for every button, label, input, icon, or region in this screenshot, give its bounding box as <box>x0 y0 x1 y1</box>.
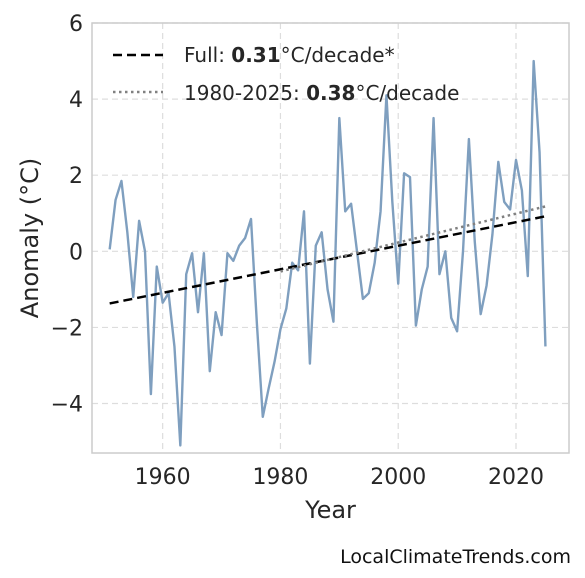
legend: Full: 0.31°C/decade* 1980-2025: 0.38°C/d… <box>113 43 459 105</box>
tick-labels: 1960 1980 2000 2020 −4 −2 0 2 4 6 <box>51 12 544 490</box>
y-tick-label: −2 <box>51 316 83 341</box>
plot-frame <box>91 22 570 454</box>
y-tick-label: 2 <box>69 164 83 189</box>
series-layer <box>108 59 547 447</box>
legend-label-full: Full: 0.31°C/decade* <box>184 43 395 67</box>
plot-background <box>92 23 569 453</box>
x-tick-label: 1960 <box>135 465 191 490</box>
y-tick-label: 0 <box>69 240 83 265</box>
x-tick-label: 1980 <box>252 465 308 490</box>
site-credit: LocalClimateTrends.com <box>340 546 571 568</box>
grid-lines <box>92 22 569 453</box>
x-tick-label: 2000 <box>370 465 426 490</box>
x-tick-label: 2020 <box>488 465 544 490</box>
y-tick-label: 4 <box>69 88 83 113</box>
anomaly-series-line <box>108 59 547 447</box>
x-axis-title: Year <box>304 496 356 524</box>
trend-line-full <box>109 215 546 305</box>
legend-label-recent: 1980-2025: 0.38°C/decade <box>184 81 459 105</box>
y-tick-label: −4 <box>51 393 83 418</box>
trend-lines <box>109 205 546 305</box>
y-axis-title: Anomaly (°C) <box>16 158 44 318</box>
y-tick-label: 6 <box>69 12 83 37</box>
